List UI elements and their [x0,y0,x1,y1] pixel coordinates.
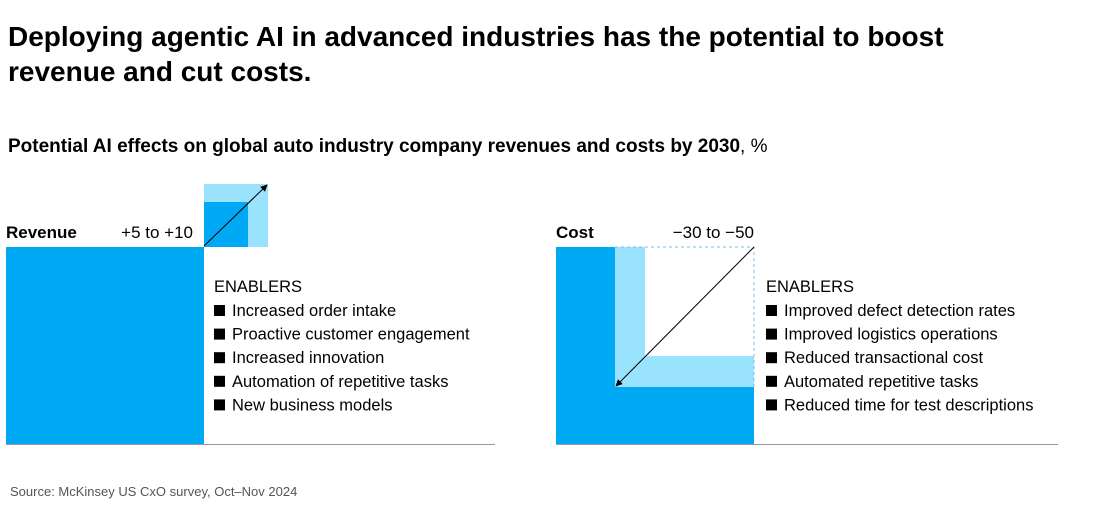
bullet [766,399,777,411]
subtitle: Potential AI effects on global auto indu… [8,136,768,157]
panel-range: +5 to +10 [121,223,193,242]
bullet [214,352,225,364]
cost-arrow [615,246,755,387]
bullet [214,399,225,411]
bullet [766,328,777,340]
enabler-item: Increased order intake [232,302,396,320]
bullet [214,375,225,387]
enabler-item: Automated repetitive tasks [784,373,978,391]
panel-label: Revenue [6,223,77,242]
enabler-item: Reduced transactional cost [784,349,983,367]
panel-range: −30 to −50 [673,223,754,242]
bullet [214,305,225,316]
source: Source: McKinsey US CxO survey, Oct–Nov … [10,484,297,499]
revenue-arrow [203,184,268,247]
enabler-item: Reduced time for test descriptions [784,396,1033,414]
bullet [766,375,777,387]
bullet [766,305,777,316]
enablers-heading: ENABLERS [214,278,302,296]
enabler-item: Increased innovation [232,349,384,367]
bullet [766,352,777,364]
enabler-item: New business models [232,396,393,414]
enabler-item: Proactive customer engagement [232,326,470,344]
enabler-item: Automation of repetitive tasks [232,373,448,391]
enablers-heading: ENABLERS [766,278,854,296]
subtitle-main: Potential AI effects on global auto indu… [8,136,740,157]
revenue-base [6,247,204,444]
enabler-item: Improved logistics operations [784,326,998,344]
panel-label: Cost [556,223,594,242]
enabler-item: Improved defect detection rates [784,302,1015,320]
subtitle-unit: , % [740,136,768,157]
bullet [214,328,225,340]
title: Deploying agentic AI in advanced industr… [8,21,944,87]
